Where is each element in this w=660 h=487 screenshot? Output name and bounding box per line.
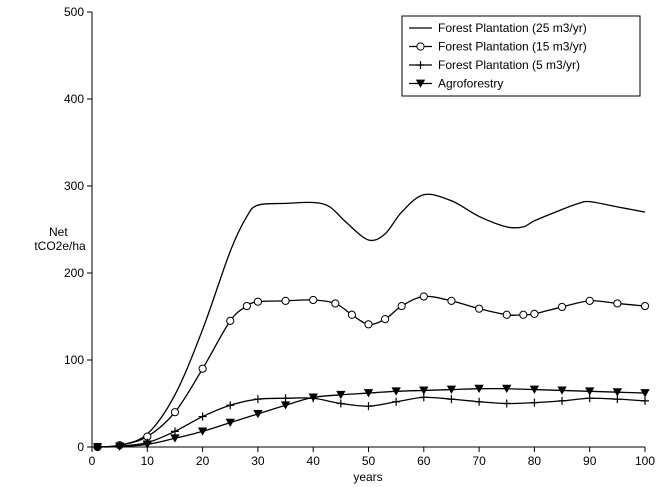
circle-marker bbox=[585, 296, 594, 305]
plus-marker bbox=[364, 402, 373, 411]
series-group bbox=[93, 393, 649, 451]
circle-marker bbox=[530, 309, 539, 318]
circle-marker bbox=[226, 316, 235, 325]
plus-marker bbox=[447, 395, 456, 404]
y-tick-label: 0 bbox=[77, 440, 84, 454]
circle-marker bbox=[416, 42, 425, 51]
triangle-marker bbox=[308, 393, 318, 402]
circle-marker bbox=[502, 310, 511, 319]
x-axis-title: years bbox=[353, 470, 382, 484]
circle-marker bbox=[347, 310, 357, 319]
legend-label: Agroforestry bbox=[438, 77, 503, 91]
y-tick-label: 100 bbox=[64, 353, 84, 367]
triangle-marker bbox=[419, 386, 429, 395]
circle-marker bbox=[170, 408, 180, 417]
circle-marker bbox=[331, 299, 340, 308]
x-tick-label: 80 bbox=[528, 454, 542, 468]
x-tick-label: 20 bbox=[196, 454, 210, 468]
plus-marker bbox=[416, 61, 425, 69]
circle-marker bbox=[419, 292, 428, 301]
triangle-marker bbox=[391, 387, 401, 396]
origin-marker bbox=[94, 443, 102, 451]
triangle-marker bbox=[640, 389, 650, 398]
x-tick-label: 30 bbox=[251, 454, 265, 468]
triangle-marker bbox=[170, 434, 180, 443]
triangle-marker bbox=[474, 384, 484, 394]
circle-marker bbox=[447, 296, 456, 305]
triangle-marker bbox=[363, 389, 374, 398]
plus-marker bbox=[336, 399, 345, 408]
series-group bbox=[97, 193, 646, 448]
plus-marker bbox=[641, 396, 649, 405]
triangle-marker bbox=[197, 427, 208, 436]
triangle-marker bbox=[529, 385, 540, 394]
plus-marker bbox=[392, 397, 401, 406]
triangle-marker bbox=[585, 387, 595, 396]
circle-marker bbox=[557, 302, 567, 312]
series-group bbox=[93, 292, 650, 452]
series-line bbox=[97, 295, 646, 448]
x-tick-label: 90 bbox=[583, 454, 597, 468]
x-tick-label: 100 bbox=[635, 454, 655, 468]
x-tick-label: 60 bbox=[417, 454, 431, 468]
series-line bbox=[97, 387, 646, 448]
circle-marker bbox=[519, 310, 528, 319]
triangle-marker bbox=[142, 440, 152, 449]
x-axis-ticks: 0 10 20 30 40 50 60 70 80 90 100 bbox=[89, 447, 655, 468]
x-tick-label: 50 bbox=[362, 454, 376, 468]
circle-marker bbox=[380, 315, 390, 324]
y-axis-title-line-2: tCO2e/ha bbox=[34, 239, 86, 253]
x-tick-label: 10 bbox=[141, 454, 155, 468]
y-tick-label: 500 bbox=[64, 5, 84, 19]
y-tick-label: 400 bbox=[64, 92, 84, 106]
triangle-marker bbox=[446, 385, 457, 394]
x-tick-label: 70 bbox=[472, 454, 486, 468]
triangle-marker bbox=[253, 410, 263, 419]
legend-box bbox=[401, 15, 641, 97]
circle-marker bbox=[613, 299, 622, 308]
circle-marker bbox=[397, 301, 406, 311]
triangle-marker bbox=[612, 388, 623, 397]
x-tick-label: 0 bbox=[89, 454, 96, 468]
y-tick-label: 300 bbox=[64, 179, 84, 193]
circle-marker bbox=[475, 304, 484, 313]
legend-label: Forest Plantation (15 m3/yr) bbox=[438, 40, 587, 54]
circle-marker bbox=[253, 297, 262, 306]
circle-marker bbox=[309, 295, 318, 305]
y-axis-title-line-1: Net bbox=[49, 225, 68, 239]
plus-marker bbox=[253, 395, 262, 404]
triangle-marker bbox=[557, 386, 567, 395]
plus-marker bbox=[502, 399, 511, 408]
triangle-marker bbox=[336, 390, 346, 400]
triangle-marker bbox=[225, 418, 235, 427]
plus-marker bbox=[530, 398, 539, 407]
circle-marker bbox=[364, 320, 373, 329]
legend-label: Forest Plantation (25 m3/yr) bbox=[438, 21, 587, 35]
plus-marker bbox=[226, 401, 235, 410]
series-layer bbox=[92, 193, 650, 452]
legend: Forest Plantation (25 m3/yr) Forest Plant… bbox=[401, 15, 641, 97]
plus-marker bbox=[198, 412, 207, 421]
y-tick-label: 200 bbox=[64, 266, 84, 280]
series-line bbox=[97, 193, 646, 448]
y-axis-ticks: 0 100 200 300 400 500 bbox=[64, 5, 92, 454]
plus-marker bbox=[170, 427, 179, 436]
circle-marker bbox=[198, 364, 207, 373]
triangle-marker bbox=[415, 79, 426, 88]
circle-marker bbox=[242, 301, 251, 311]
triangle-marker bbox=[502, 384, 512, 394]
series-group bbox=[92, 384, 650, 452]
plus-marker bbox=[475, 397, 484, 406]
plus-marker bbox=[281, 394, 290, 403]
legend-label: Forest Plantation (5 m3/yr) bbox=[438, 58, 580, 72]
circle-marker bbox=[640, 301, 650, 311]
y-axis-title: Net tCO2e/ha bbox=[34, 225, 86, 253]
circle-marker bbox=[281, 296, 290, 305]
triangle-marker bbox=[114, 442, 125, 451]
triangle-marker bbox=[280, 401, 291, 410]
x-tick-label: 40 bbox=[307, 454, 321, 468]
plus-marker bbox=[558, 396, 567, 405]
